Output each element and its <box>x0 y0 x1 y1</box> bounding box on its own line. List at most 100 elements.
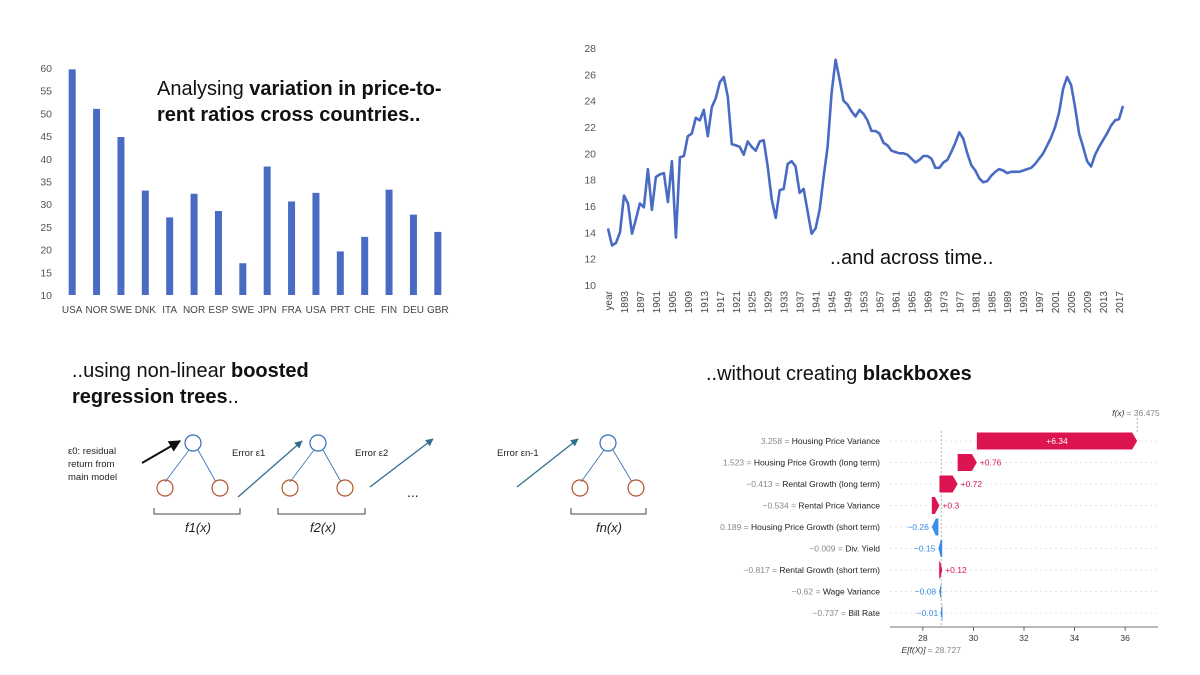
residual-label-line2: return from <box>68 459 115 470</box>
bar <box>141 190 149 295</box>
line-x-tick-label: 1905 <box>668 291 679 314</box>
error-n-arrow <box>516 438 579 488</box>
bar-y-tick-label: 20 <box>40 245 52 257</box>
bar <box>93 108 101 295</box>
line-x-tick-label: 1957 <box>875 291 886 314</box>
line-x-tick-label: year <box>604 290 615 310</box>
waterfall-x-tick-label: 28 <box>918 633 928 643</box>
tree-1-left-leaf <box>156 479 174 497</box>
bar-y-tick-label: 10 <box>40 290 52 302</box>
waterfall-x-tick-label: 32 <box>1019 633 1029 643</box>
line-chart-x-axis: year 1893 1897 1901 1905 1909 1913 1917 1921 1925… <box>604 290 1126 313</box>
bar-x-tick-label: FRA <box>282 305 302 316</box>
waterfall-bar <box>940 604 943 622</box>
tree-n-brace <box>570 508 647 515</box>
line-y-tick-label: 14 <box>584 227 596 239</box>
bottom-left-heading: ..using non-linear boosted regression tr… <box>72 358 342 410</box>
bottom-left-heading-plain: ..using non-linear <box>72 360 231 382</box>
waterfall-bar <box>938 540 943 557</box>
bottom-right-heading-plain: ..without creating <box>706 363 863 385</box>
residual-arrow <box>141 440 182 464</box>
bottom-right-heading: ..without creating blackboxes <box>706 361 972 387</box>
line-y-tick-label: 10 <box>584 280 596 292</box>
bar-x-tick-label: NOR <box>85 305 107 316</box>
line-x-tick-label: 1973 <box>939 291 950 314</box>
line-y-tick-label: 16 <box>584 201 596 213</box>
waterfall-x-tick-label: 30 <box>969 633 979 643</box>
error-2-label: Error ε2 <box>355 448 388 459</box>
waterfall-feature-label: 3.258 = Housing Price Variance <box>761 436 880 446</box>
waterfall-bar <box>931 497 940 514</box>
tree-1-label: f1(x) <box>185 520 211 535</box>
top-right-heading-text: ..and across time.. <box>830 247 994 269</box>
waterfall-x-tick-label: 34 <box>1070 633 1080 643</box>
line-y-tick-label: 12 <box>584 254 596 266</box>
line-x-tick-label: 1897 <box>636 291 647 314</box>
waterfall-feature-label: −0.413 = Rental Growth (long term) <box>746 479 880 489</box>
line-y-tick-label: 26 <box>584 69 596 81</box>
error-1-label: Error ε1 <box>232 448 265 459</box>
line-x-tick-label: 1969 <box>923 291 934 314</box>
bar-y-tick-label: 55 <box>40 86 52 98</box>
line-x-tick-label: 1937 <box>796 291 807 314</box>
bar <box>117 137 125 295</box>
waterfall-base-label: E[f(X)] = 28.727 <box>902 645 962 655</box>
line-chart: 10 12 14 16 18 20 22 24 26 28 year 1893 1897 1901 190… <box>584 43 1126 313</box>
bar <box>409 214 417 295</box>
line-x-tick-label: 1977 <box>955 291 966 314</box>
waterfall-value-label: −0.15 <box>914 544 936 554</box>
line-y-tick-label: 28 <box>584 43 596 55</box>
waterfall-value-label: +0.72 <box>961 479 983 489</box>
waterfall-value-label: +0.76 <box>980 458 1002 468</box>
line-x-tick-label: 2001 <box>1051 291 1062 314</box>
line-x-tick-label: 1921 <box>732 291 743 314</box>
bar-x-tick-label: SWE <box>110 305 133 316</box>
tree-n-right-leaf <box>627 479 645 497</box>
line-series <box>606 58 1125 247</box>
bar <box>190 193 198 295</box>
residual-label-line3: main model <box>68 472 117 483</box>
bottom-left-heading-bold: boosted regression trees <box>72 360 309 408</box>
waterfall-feature-label: −0.009 = Div. Yield <box>809 544 880 554</box>
ellipsis: ... <box>407 484 419 500</box>
tree-1: f1(x) <box>153 434 241 535</box>
bar <box>312 192 320 295</box>
bar-y-tick-label: 60 <box>40 63 52 75</box>
waterfall-bar <box>957 454 977 471</box>
waterfall-bar <box>976 432 1138 450</box>
bar-y-tick-label: 35 <box>40 177 52 189</box>
line-y-tick-label: 22 <box>584 122 596 134</box>
tree-2-left-leaf <box>281 479 299 497</box>
waterfall-chart: f(x) = 36.475 3.258 = Housing Price Varia… <box>720 408 1160 655</box>
bar-x-tick-label: PRT <box>330 305 350 316</box>
bar-y-tick-label: 15 <box>40 267 52 279</box>
bar-chart-x-axis: USA NOR SWE DNK ITA NOR ESP SWE JPN FRA USA PRT CHE F… <box>62 305 449 316</box>
tree-2-brace <box>277 508 366 515</box>
top-right-heading: ..and across time.. <box>830 245 993 271</box>
bar-x-tick-label: DEU <box>403 305 424 316</box>
waterfall-value-label: +0.3 <box>942 501 959 511</box>
bar <box>336 251 344 295</box>
line-x-tick-label: 1989 <box>1003 291 1014 314</box>
line-x-tick-label: 2017 <box>1115 291 1126 314</box>
waterfall-value-label: +6.34 <box>1046 436 1068 446</box>
waterfall-value-label: −0.08 <box>915 587 937 597</box>
waterfall-gridlines <box>890 418 1158 627</box>
line-x-tick-label: 1941 <box>812 291 823 314</box>
waterfall-fx-label: f(x) = 36.475 <box>1112 408 1160 418</box>
bar <box>434 231 442 295</box>
line-x-tick-label: 1909 <box>684 291 695 314</box>
waterfall-fx-marker: f(x) = 36.475 <box>1112 408 1160 418</box>
bar-x-tick-label: JPN <box>258 305 277 316</box>
error-n-label: Error εn-1 <box>497 448 539 459</box>
line-x-tick-label: 1961 <box>891 291 902 314</box>
bar-x-tick-label: NOR <box>183 305 205 316</box>
bar-x-tick-label: ITA <box>162 305 177 316</box>
bar-x-tick-label: USA <box>62 305 83 316</box>
bar <box>263 166 271 295</box>
top-left-heading-plain: Analysing <box>157 78 250 100</box>
bar-y-tick-label: 45 <box>40 131 52 143</box>
bar-x-tick-label: FIN <box>381 305 397 316</box>
bar <box>361 236 369 295</box>
